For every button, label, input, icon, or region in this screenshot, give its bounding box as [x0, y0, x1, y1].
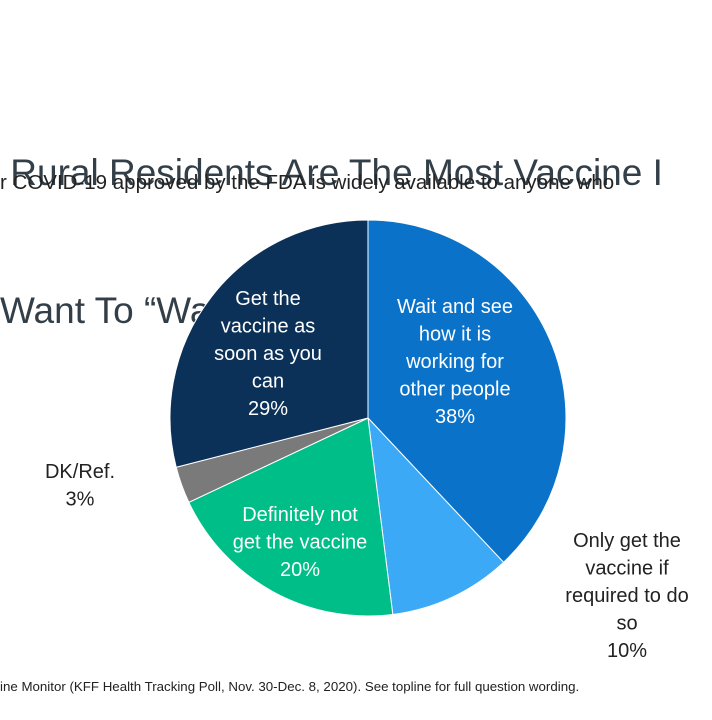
pie-slice-as-soon-as-possible [169, 219, 369, 468]
slice-label-line: 29% [248, 398, 288, 420]
slice-label-line: 10% [607, 640, 647, 662]
chart-subtitle: r COVID-19 approved by the FDA is widely… [0, 171, 615, 194]
pie-slice-definitely-not [188, 417, 394, 617]
slice-label-line: can [252, 371, 284, 393]
slice-label-line: vaccine if [585, 558, 669, 580]
slice-label-only-if-required: Only get the vaccine if required to do so 10… [565, 530, 688, 662]
slice-label-line: soon as you [214, 343, 322, 365]
slice-label-as-soon-as-possible: Get the vaccine as soon as you can 29% [214, 288, 322, 420]
slice-label-wait-and-see: Wait and see how it is working for other pe… [397, 296, 513, 428]
slice-label-line: required to do [565, 585, 688, 607]
slice-label-line: get the vaccine [233, 532, 368, 554]
slice-label-line: vaccine as [221, 316, 316, 338]
slice-label-dk-ref: DK/Ref. 3% [45, 461, 115, 511]
slice-label-definitely-not: Definitely not get the vaccine 20% [233, 504, 368, 581]
slice-label-line: Only get the [573, 530, 681, 552]
chart-source-note: ine Monitor (KFF Health Tracking Poll, N… [0, 679, 580, 694]
slice-label-line: DK/Ref. [45, 461, 115, 483]
slice-label-line: how it is [419, 324, 491, 346]
slice-label-line: 20% [280, 559, 320, 581]
pie-slice-wait-and-see [367, 219, 567, 564]
slice-label-line: 38% [435, 406, 475, 428]
slice-label-line: so [616, 613, 637, 635]
slice-label-line: working for [405, 351, 504, 373]
slice-label-line: Get the [235, 288, 301, 310]
slice-label-line: Wait and see [397, 296, 513, 318]
chart-title-line-1: Rural Residents Are The Most Vaccine I [0, 152, 663, 193]
slice-label-line: other people [399, 379, 510, 401]
slice-label-line: Definitely not [242, 504, 358, 526]
slice-label-line: 3% [66, 489, 95, 511]
pie-slice-only-if-required [367, 416, 505, 615]
